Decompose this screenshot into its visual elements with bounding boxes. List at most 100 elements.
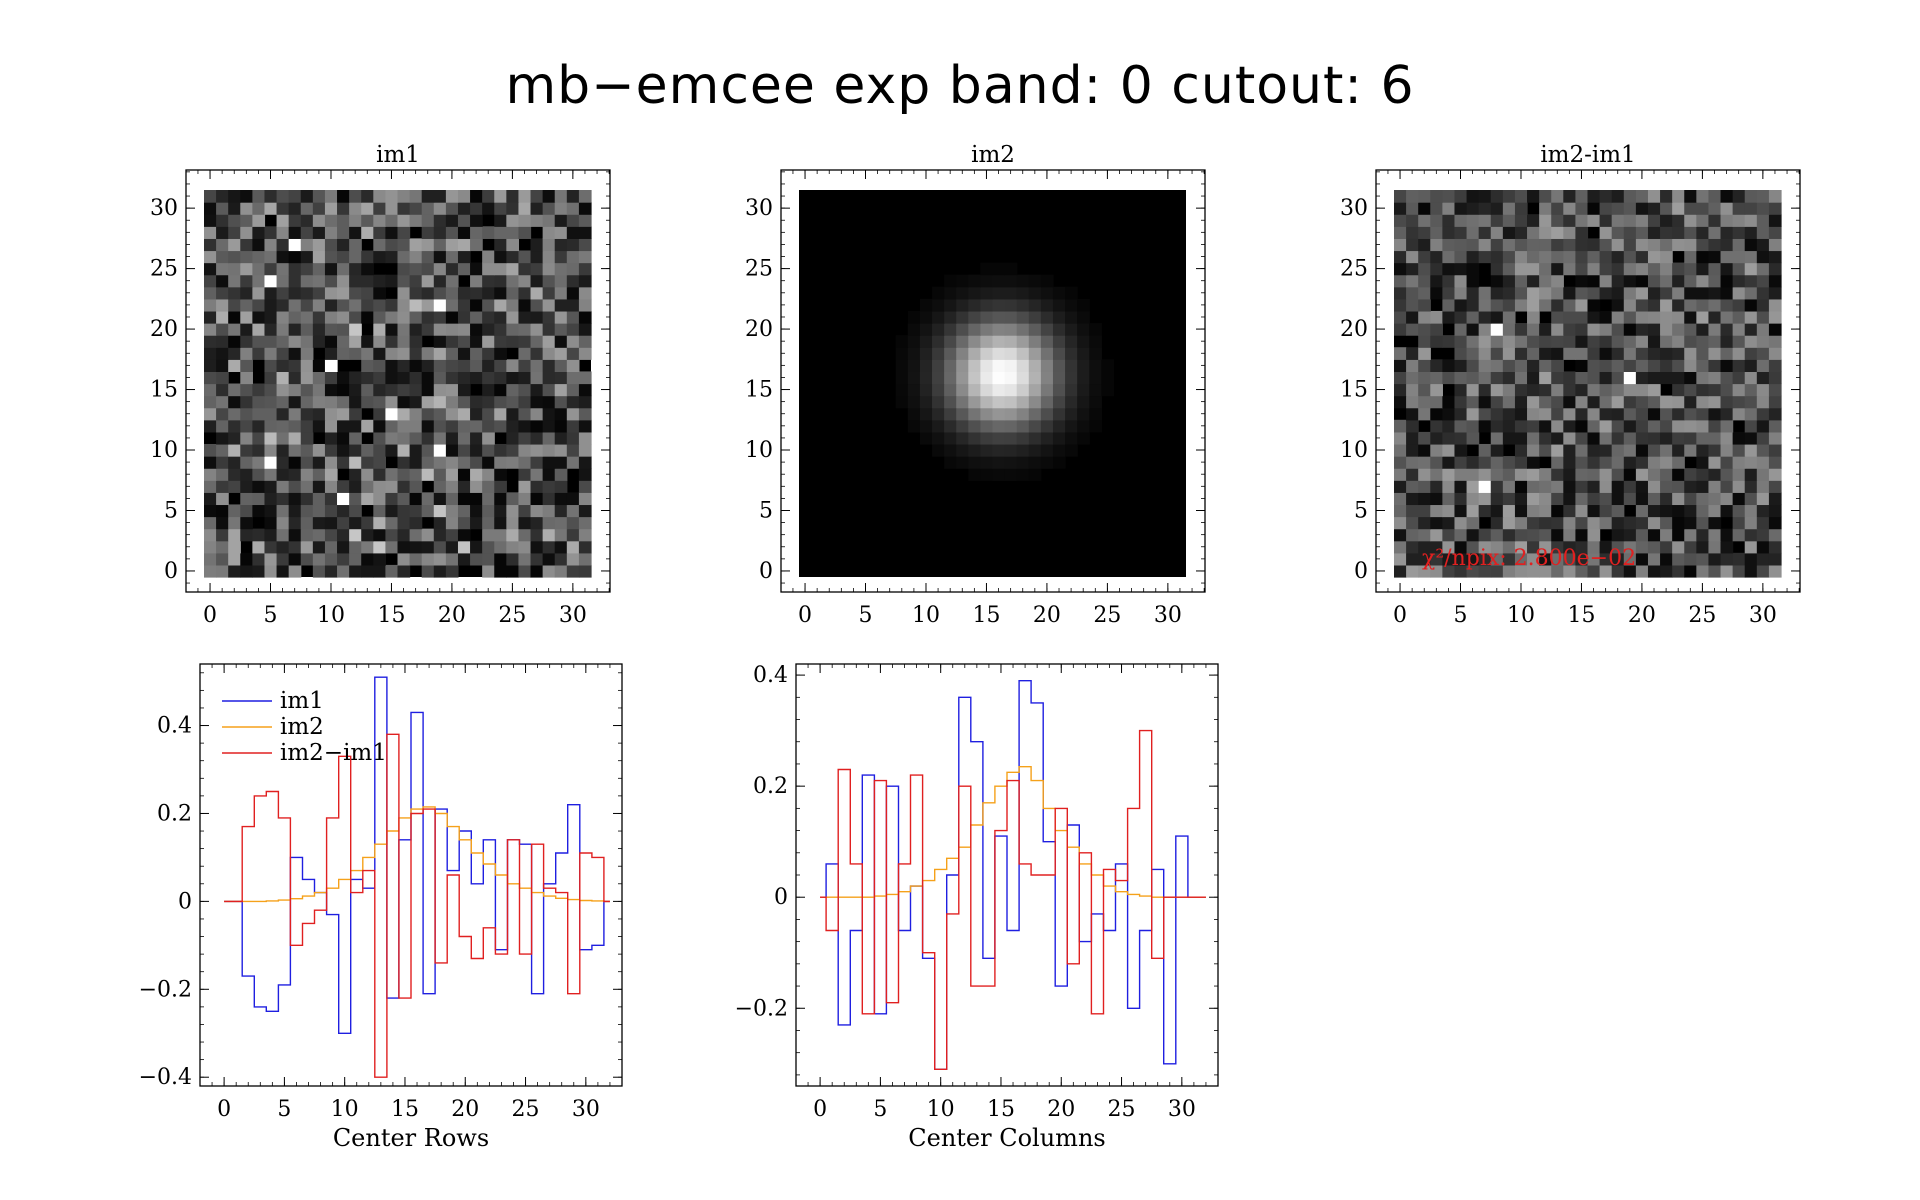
panel-im2-im1-pixel (1587, 504, 1601, 518)
panel-im1-pixel (300, 214, 314, 227)
panel-im2-im1-pixel (1454, 468, 1468, 481)
panel-im1-pixel (397, 504, 411, 518)
panel-im2-im1-pixel (1514, 226, 1528, 239)
panel-im2-im1-pixel (1575, 250, 1589, 264)
panel-im2-im1-pixel (1502, 274, 1516, 288)
panel-im1-pixel (361, 552, 374, 566)
panel-im1-pixel (482, 431, 495, 445)
panel-im1-pixel (506, 528, 520, 542)
panel-im1-pixel (566, 298, 580, 312)
panel-im2-pixel (1089, 383, 1102, 397)
panel-im2-im1-pixel (1623, 226, 1637, 239)
panel-center-rows-ytick-label: −0.4 (139, 1065, 192, 1090)
panel-im2-xtick-label: 25 (1093, 603, 1121, 628)
panel-im1-pixel (373, 564, 386, 578)
panel-im2-im1-pixel (1527, 395, 1540, 409)
panel-im2-im1-pixel (1490, 504, 1504, 518)
panel-im2-im1-pixel (1394, 564, 1407, 578)
panel-im1-pixel (554, 274, 568, 288)
panel-im1-pixel (373, 419, 386, 433)
panel-im2-pixel (1065, 443, 1078, 457)
panel-im2-im1-pixel (1684, 383, 1697, 397)
panel-im1-pixel (578, 238, 592, 252)
panel-im1-pixel (409, 480, 423, 493)
panel-im2-im1-pixel (1635, 298, 1649, 312)
panel-im2-pixel (956, 407, 969, 421)
panel-im1-pixel (240, 286, 253, 300)
panel-im2-pixel (968, 468, 981, 481)
panel-im2-pixel (1028, 310, 1042, 324)
panel-center-columns-series-diff-line (820, 729, 1206, 1070)
panel-im1-pixel (518, 480, 532, 493)
panel-im2-im1-pixel (1563, 395, 1576, 409)
panel-im1-pixel (240, 456, 253, 469)
panel-im1-pixel (566, 492, 580, 506)
panel-im1-pixel (349, 492, 362, 506)
panel-im2-pixel (919, 298, 933, 312)
panel-im2-im1-pixel (1708, 564, 1722, 578)
panel-im2-im1-pixel (1466, 250, 1480, 264)
panel-im1-pixel (361, 274, 374, 288)
panel-im2-im1-pixel (1732, 407, 1746, 421)
panel-im1-pixel (361, 347, 374, 360)
panel-im2-im1-pixel (1635, 564, 1649, 578)
panel-im2-im1-pixel (1672, 190, 1685, 203)
panel-im1-pixel (530, 310, 544, 324)
panel-center-rows-legend-label-diff: im2−im1 (280, 740, 387, 766)
panel-im1-pixel (264, 286, 278, 300)
panel-center-rows-xtick-label: 15 (391, 1097, 419, 1122)
panel-im2-im1-pixel (1454, 564, 1468, 578)
panel-im1-pixel (578, 190, 592, 203)
panel-im1-pixel (554, 431, 568, 445)
panel-im2-im1-pixel (1502, 298, 1516, 312)
panel-im1-xtick-label: 20 (438, 603, 466, 628)
panel-im2-pixel (1028, 274, 1042, 288)
panel-im2-im1-pixel (1563, 468, 1576, 481)
panel-im1-pixel (264, 371, 278, 385)
panel-im1-pixel (240, 431, 253, 445)
panel-im1-pixel (397, 528, 411, 542)
panel-im2-im1-pixel (1660, 347, 1673, 360)
panel-im2-im1-pixel (1466, 431, 1480, 445)
panel-im2-im1-pixel (1732, 323, 1746, 336)
panel-im2-im1-pixel (1442, 456, 1456, 469)
panel-im1-pixel (470, 202, 483, 215)
panel-im2-im1-pixel (1756, 468, 1770, 481)
panel-im1-pixel (276, 468, 290, 481)
panel-im2-pixel (1052, 323, 1066, 336)
panel-im1-pixel (470, 480, 483, 493)
panel-im1-pixel (349, 383, 362, 397)
panel-im2-im1-pixel (1514, 323, 1528, 336)
panel-im1-pixel (433, 226, 447, 239)
panel-im1-pixel (554, 262, 568, 276)
panel-im2-im1-pixel (1635, 323, 1649, 336)
panel-im2-im1-pixel (1611, 431, 1625, 445)
panel-im1-pixel (421, 323, 435, 336)
panel-im2-im1-pixel (1623, 528, 1637, 542)
panel-im2-pixel (968, 431, 981, 445)
panel-im2-im1-pixel (1672, 419, 1685, 433)
panel-im2-pixel (1052, 359, 1066, 372)
panel-im2-im1-pixel (1527, 552, 1540, 566)
panel-im2-im1-pixel (1478, 407, 1492, 421)
panel-im1-pixel (349, 564, 362, 578)
panel-im2-pixel (932, 371, 945, 385)
panel-im1-pixel (530, 431, 544, 445)
panel-im1-pixel (324, 226, 338, 239)
panel-im2-pixel (968, 298, 981, 312)
panel-im2-im1-pixel (1478, 480, 1492, 493)
panel-im2-pixel (1052, 407, 1066, 421)
panel-im1-pixel (482, 564, 495, 578)
panel-im1-pixel (530, 347, 544, 360)
panel-im2-im1-pixel (1635, 443, 1649, 457)
panel-im2-pixel (1028, 419, 1042, 433)
panel-im2-pixel (1016, 286, 1030, 300)
panel-im2-im1-pixel (1647, 202, 1661, 215)
panel-im1-pixel (397, 262, 411, 276)
panel-im2-im1-pixel (1708, 504, 1722, 518)
panel-im2-im1-pixel (1478, 492, 1492, 506)
panel-im1-xtick-label: 5 (264, 603, 278, 628)
panel-im2-im1-pixel (1720, 359, 1734, 372)
panel-im1-pixel (397, 395, 411, 409)
panel-im2-im1-pixel (1587, 383, 1601, 397)
